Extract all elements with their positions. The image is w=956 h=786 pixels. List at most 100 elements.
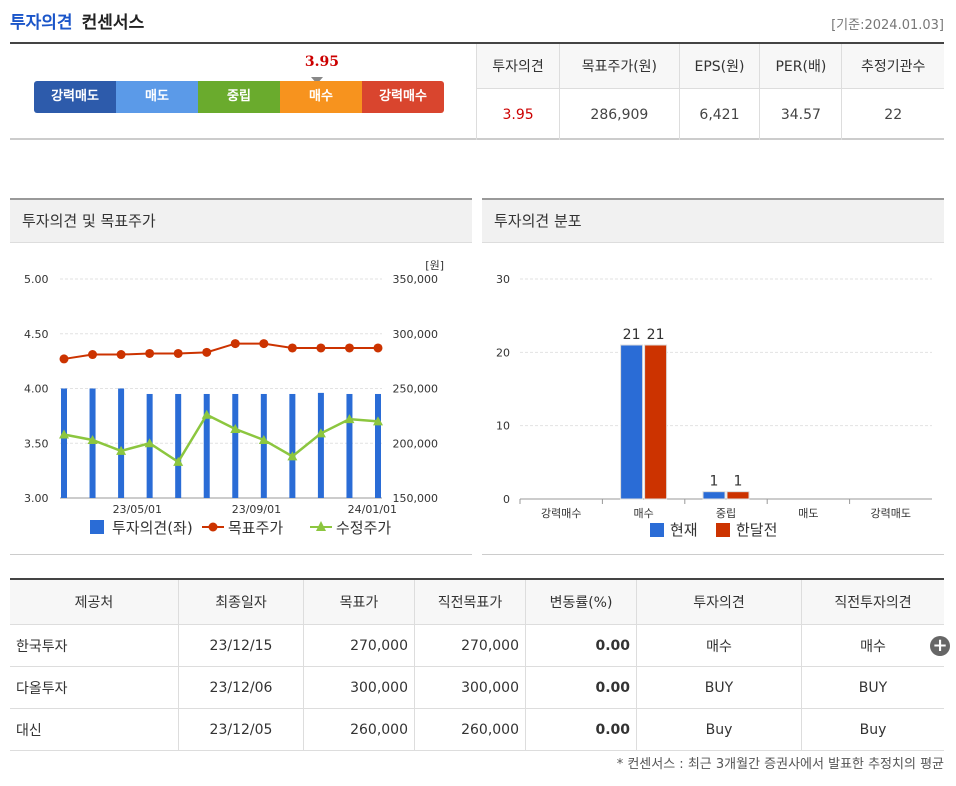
legend-swatch [208, 522, 218, 532]
distribution-bar [644, 344, 668, 500]
broker-opinion: Buy [636, 708, 802, 751]
summary-header: EPS(원) [678, 44, 760, 89]
y-tick-label: 3.50 [24, 437, 49, 450]
legend-swatch [316, 521, 326, 531]
col-header: 목표가 [303, 579, 415, 625]
footnote: * 컨센서스 : 최근 3개월간 증권사에서 발표한 추정치의 평균 [616, 757, 944, 772]
y2-tick-label: 200,000 [393, 437, 439, 450]
opinion-bar [175, 393, 182, 498]
y-tick-label: 30 [496, 273, 510, 286]
gauge-neutral: 중립 [198, 81, 280, 113]
adjusted-price-point [344, 414, 355, 424]
distribution-bar [702, 491, 726, 500]
broker-prev-target: 270,000 [414, 624, 526, 667]
consensus-summary: 3.95 강력매도 매도 중립 매수 강력매수 투자의견 목표주가(원) EPS… [10, 42, 944, 140]
gauge-sell: 매도 [116, 81, 198, 113]
y-tick-label: 5.00 [24, 273, 49, 286]
gauge-buy: 매수 [280, 81, 362, 113]
opinion-price-panel: 투자의견 및 목표주가 [원] 5.00 350,000 4.50 300,000 4.0… [10, 198, 472, 555]
y2-tick-label: 350,000 [393, 273, 439, 286]
opinion-distribution-panel: 투자의견 분포 30 20 10 0 강력매수 매수 21 21 중립 1 1 매도 강력매도 현재 한달전 [482, 198, 944, 555]
legend-label: 투자의견(좌) [112, 519, 193, 537]
broker-prev-target: 300,000 [414, 666, 526, 709]
summary-header: 목표주가(원) [559, 44, 680, 89]
summary-eps: 6,421 [678, 88, 760, 140]
y2-tick-label: 250,000 [393, 383, 439, 396]
expand-plus-icon[interactable]: + [930, 636, 950, 656]
panel-title: 투자의견 분포 [482, 200, 944, 243]
adjusted-price-line [63, 413, 379, 464]
summary-header: 추정기관수 [841, 44, 944, 89]
adjusted-price-point [230, 424, 241, 434]
adjusted-price-point [116, 445, 127, 455]
broker-prev-target: 260,000 [414, 708, 526, 751]
opinion-bar [118, 388, 125, 498]
col-header: 변동률(%) [525, 579, 637, 625]
adjusted-price-point [173, 456, 184, 466]
target-price-point [202, 347, 212, 357]
x-tick-label: 23/05/01 [113, 503, 162, 516]
col-header: 직전목표가 [414, 579, 526, 625]
adjusted-price-point [373, 416, 383, 426]
x-tick-label: 24/01/01 [348, 503, 397, 516]
broker-change: 0.00 [525, 666, 637, 709]
section-title: 투자의견 컨센서스 [기준:2024.01.03] [10, 8, 944, 40]
legend-label: 한달전 [736, 521, 777, 539]
table-row: 대신 23/12/05 260,000 260,000 0.00 Buy Buy [10, 708, 944, 751]
x-tick-label: 매수 [633, 507, 653, 520]
target-price-point [59, 354, 69, 364]
y-tick-label: 0 [503, 493, 510, 506]
adjusted-price-point [287, 451, 298, 461]
title-consensus: 컨센서스 [81, 13, 145, 33]
broker-prev-opinion: 매수 [801, 624, 944, 667]
y-tick-label: 4.50 [24, 328, 49, 341]
summary-per: 34.57 [759, 88, 842, 140]
broker-prev-opinion: Buy [801, 708, 944, 751]
target-price-point [373, 343, 383, 353]
broker-opinion: BUY [636, 666, 802, 709]
broker-prev-opinion: BUY [801, 666, 944, 709]
gauge-value: 3.95 [304, 54, 339, 70]
target-price-point [145, 348, 155, 358]
broker-change: 0.00 [525, 708, 637, 751]
y2-unit-label: [원] [425, 259, 444, 272]
opinion-gauge: 강력매도 매도 중립 매수 강력매수 [34, 81, 444, 113]
target-price-point [287, 343, 297, 353]
opinion-bar [375, 393, 381, 498]
broker-target: 260,000 [303, 708, 415, 751]
broker-name: 대신 [10, 708, 179, 751]
target-price-point [344, 343, 354, 353]
opinion-bar [289, 393, 296, 498]
data-label: 1 [734, 474, 743, 490]
target-price-point [316, 343, 326, 353]
gauge-strong-sell: 강력매도 [34, 81, 116, 113]
table-row: 한국투자 23/12/15 270,000 270,000 0.00 매수 매수 [10, 624, 944, 667]
adjusted-price-point [315, 428, 326, 438]
opinion-bar [260, 393, 267, 498]
opinion-price-chart: [원] 5.00 350,000 4.50 300,000 4.00 250,000 3.50… [24, 259, 444, 537]
broker-name: 한국투자 [10, 624, 179, 667]
table-row: 다올투자 23/12/06 300,000 300,000 0.00 BUY B… [10, 666, 944, 709]
data-label: 1 [710, 474, 719, 490]
target-price-point [259, 339, 269, 349]
summary-header: 투자의견 [475, 44, 560, 89]
summary-header: PER(배) [759, 44, 842, 89]
target-price-point [116, 350, 126, 360]
legend-swatch [650, 523, 664, 537]
target-price-line [63, 342, 378, 360]
broker-name: 다올투자 [10, 666, 179, 709]
gauge-marker-icon [310, 77, 323, 84]
summary-table: 투자의견 목표주가(원) EPS(원) PER(배) 추정기관수 3.95 28… [475, 44, 944, 140]
col-header: 직전투자의견 [801, 579, 944, 625]
target-price-point [230, 339, 240, 349]
broker-target: 270,000 [303, 624, 415, 667]
adjusted-price-point [144, 438, 155, 448]
y2-tick-label: 300,000 [393, 328, 439, 341]
broker-change: 0.00 [525, 624, 637, 667]
legend-label: 수정주가 [336, 519, 391, 537]
data-label: 21 [647, 327, 665, 343]
adjusted-price-point [201, 409, 212, 419]
summary-analyst-count: 22 [841, 88, 944, 140]
adjusted-price-point [87, 434, 98, 444]
